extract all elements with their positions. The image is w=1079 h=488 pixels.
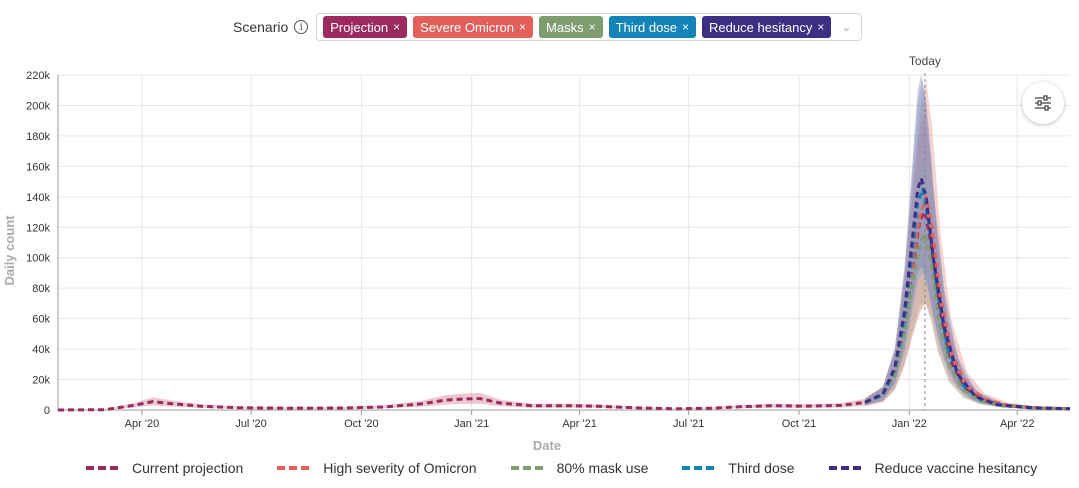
x-tick-label: Jul '20 [235, 418, 266, 430]
legend-item[interactable]: Current projection [86, 460, 243, 476]
legend-label: Reduce vaccine hesitancy [874, 460, 1038, 476]
y-tick-label: 220k [26, 70, 50, 82]
x-tick-label: Jul '21 [673, 418, 704, 430]
confidence-band [865, 78, 1070, 410]
chip-label: Reduce hesitancy [709, 19, 813, 35]
chip-third-dose[interactable]: Third dose × [608, 16, 697, 38]
chevron-down-icon[interactable]: ⌄ [841, 20, 852, 34]
y-tick-label: 40k [32, 344, 50, 356]
legend-item[interactable]: Third dose [682, 460, 795, 476]
legend-label: 80% mask use [556, 460, 649, 476]
legend-item[interactable]: 80% mask use [510, 460, 649, 476]
remove-chip-icon[interactable]: × [817, 20, 825, 34]
y-tick-label: 180k [26, 131, 50, 143]
legend-label: Third dose [728, 460, 795, 476]
x-tick-label: Oct '21 [782, 418, 817, 430]
remove-chip-icon[interactable]: × [682, 20, 690, 34]
chip-label: Third dose [615, 19, 678, 35]
legend-item[interactable]: Reduce vaccine hesitancy [828, 460, 1038, 476]
x-tick-label: Jan '22 [892, 418, 927, 430]
scenario-multiselect[interactable]: Projection × Severe Omicron × Masks × Th… [316, 13, 863, 41]
x-tick-label: Apr '20 [125, 418, 160, 430]
scenario-selector: Scenario i Projection × Severe Omicron ×… [233, 12, 863, 42]
confidence-band [865, 75, 1070, 410]
y-tick-label: 60k [32, 314, 50, 326]
chip-masks[interactable]: Masks × [539, 16, 603, 38]
legend-label: High severity of Omicron [323, 460, 477, 476]
y-tick-label: 200k [26, 100, 50, 112]
sliders-icon [1035, 95, 1051, 111]
x-axis-title: Date [533, 438, 561, 453]
legend-swatch [828, 466, 861, 470]
remove-chip-icon[interactable]: × [393, 20, 401, 34]
legend-item[interactable]: High severity of Omicron [277, 460, 477, 476]
y-tick-label: 140k [26, 192, 50, 204]
series-line [57, 210, 1071, 412]
y-axis-title: Daily count [2, 215, 17, 286]
today-label: Today [909, 54, 941, 68]
y-tick-label: 160k [26, 161, 50, 173]
confidence-band [865, 79, 1070, 410]
chip-reduce-hesitancy[interactable]: Reduce hesitancy × [702, 16, 832, 38]
y-tick-label: 100k [26, 253, 50, 265]
chip-label: Severe Omicron [420, 19, 515, 35]
y-tick-label: 20k [32, 375, 50, 387]
remove-chip-icon[interactable]: × [588, 20, 596, 34]
y-tick-label: 120k [26, 222, 50, 234]
x-tick-label: Apr '22 [1000, 418, 1035, 430]
y-tick-label: 80k [32, 283, 50, 295]
chip-label: Projection [330, 19, 389, 35]
series-line [864, 177, 1071, 411]
chip-projection[interactable]: Projection × [323, 16, 408, 38]
chart-legend: Current projection High severity of Omicr… [86, 460, 1071, 476]
chart-settings-button[interactable] [1022, 82, 1064, 124]
x-tick-label: Oct '20 [344, 418, 379, 430]
chip-severe-omicron[interactable]: Severe Omicron × [413, 16, 534, 38]
remove-chip-icon[interactable]: × [519, 20, 527, 34]
legend-swatch [277, 466, 310, 470]
y-tick-label: 0 [44, 405, 50, 417]
legend-swatch [510, 466, 543, 470]
daily-count-chart: 0 20k 40k 60k 80k 100k 120k 140k 160k 180k 200k 220… [2, 54, 1071, 453]
chip-label: Masks [546, 19, 584, 35]
legend-label: Current projection [132, 460, 244, 476]
x-tick-label: Jan '21 [454, 418, 489, 430]
legend-swatch [682, 466, 715, 470]
x-tick-label: Apr '21 [562, 418, 597, 430]
scenario-label: Scenario [233, 19, 289, 35]
legend-swatch [86, 466, 118, 470]
info-icon[interactable]: i [294, 20, 309, 34]
